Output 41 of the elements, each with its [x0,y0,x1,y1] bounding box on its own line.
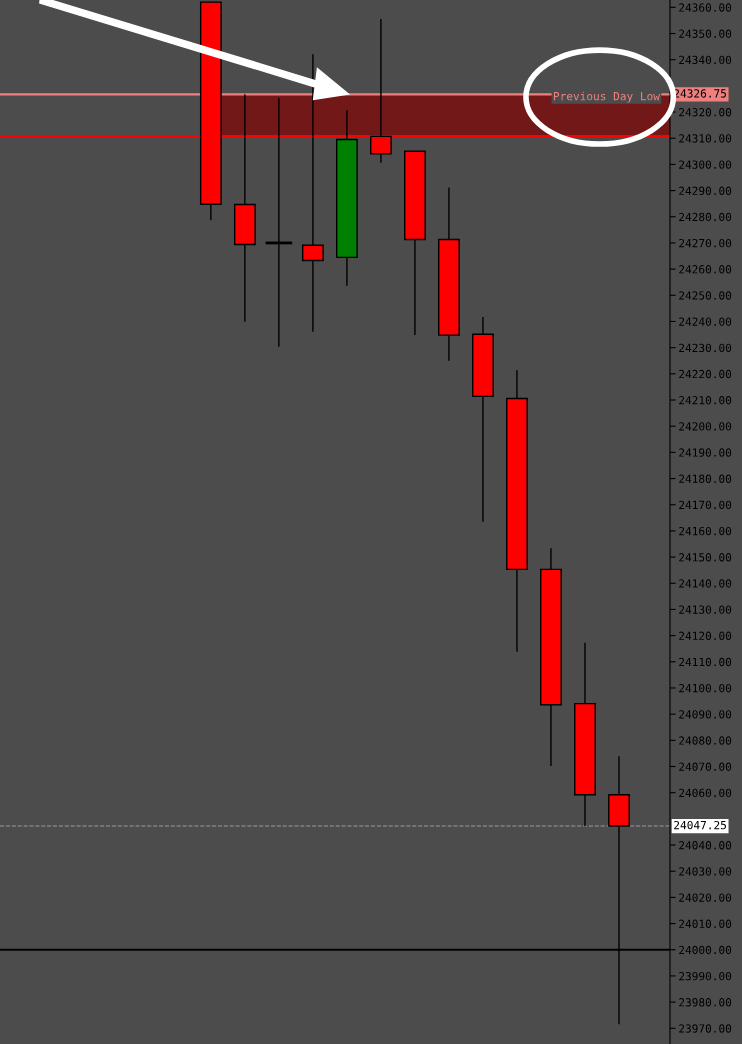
y-tick-label: 24030.00 [679,867,732,876]
y-tick-label: 24110.00 [679,657,732,667]
y-tick-label: 24130.00 [679,605,732,614]
y-tick-label: 24200.00 [679,422,732,431]
y-tick-label: 24000.00 [679,945,732,955]
ref-line-label: 24047.25 [674,820,726,830]
y-tick-label: 24310.00 [679,134,732,143]
y-tick-label: 24360.00 [679,3,732,12]
y-tick-label: 23970.00 [679,1024,732,1033]
y-tick-label: 24170.00 [679,500,732,510]
y-tick-label: 24150.00 [679,553,732,562]
y-tick-label: 24040.00 [679,841,732,850]
y-tick-label: 24220.00 [679,369,732,379]
y-tick-label: 24320.00 [679,108,732,117]
y-tick-label: 24250.00 [679,291,732,300]
y-tick-label: 24300.00 [679,160,732,169]
y-tick-label: 24120.00 [679,631,732,641]
y-tick-label: 24140.00 [679,579,732,588]
y-tick-label: 24230.00 [679,343,732,353]
y-tick-label: 24070.00 [679,762,732,771]
annotation: Previous Day Low [553,91,660,103]
y-tick-label: 24190.00 [679,448,732,457]
y-tick-label: 24010.00 [679,919,732,928]
y-tick-label: 23980.00 [679,998,732,1007]
y-tick-label: 24180.00 [679,474,732,483]
y-tick-label: 24210.00 [679,396,732,405]
y-tick-label: 24090.00 [679,710,732,719]
ref-line-label: 24326.75 [674,89,726,98]
y-tick-label: 24060.00 [679,788,732,798]
y-tick-label: 24280.00 [679,212,732,222]
y-tick-label: 24080.00 [679,736,732,745]
y-tick-label: 24260.00 [679,265,732,274]
y-tick-label: 24340.00 [679,55,732,65]
y-tick-label: 24160.00 [679,526,732,536]
y-tick-label: 24240.00 [679,317,732,326]
y-tick-label: 24100.00 [679,683,732,693]
y-tick-label: 24290.00 [679,186,732,195]
y-tick-label: 24020.00 [679,893,732,902]
y-tick-label: 24270.00 [679,238,732,248]
y-tick-label: 24350.00 [679,29,732,38]
y-tick-label: 23990.00 [679,971,732,981]
